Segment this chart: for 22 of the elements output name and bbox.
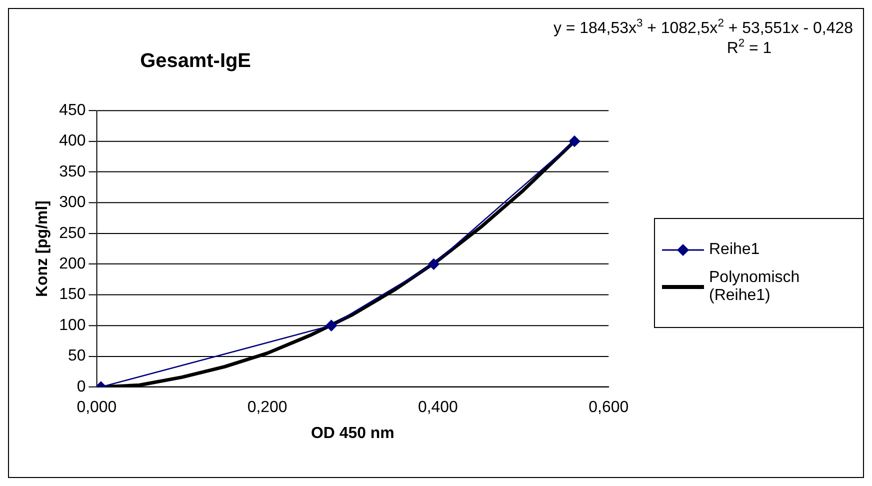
legend-label: Reihe1 [709, 241, 761, 259]
y-tick-label: 0 [76, 378, 86, 396]
y-tick-label: 50 [68, 348, 86, 365]
y-tick-label: 150 [59, 286, 86, 304]
point [568, 136, 580, 147]
x-tick-label: 0,000 [76, 398, 117, 416]
y-tick-label: 400 [59, 132, 86, 150]
point [326, 320, 337, 332]
y-tick-label: 350 [59, 163, 86, 180]
y-axis-title: Konz [pg/ml] [34, 200, 51, 297]
y-tick-label: 450 [59, 102, 86, 119]
y-tick-label: 250 [59, 224, 86, 242]
x-tick-label: 0,600 [588, 398, 629, 416]
legend-label: Polynomisch (Reihe1) [709, 269, 801, 305]
y-tick-label: 300 [59, 194, 86, 212]
y-tick-label: 100 [59, 316, 86, 334]
x-axis-title: OD 450 nm [310, 424, 394, 442]
point [428, 258, 440, 270]
chart-title: Gesamt-IgE [140, 50, 251, 72]
y-tick-label: 200 [59, 256, 86, 273]
x-tick-label: 0,200 [247, 398, 288, 416]
x-tick-label: 0,400 [418, 398, 458, 416]
